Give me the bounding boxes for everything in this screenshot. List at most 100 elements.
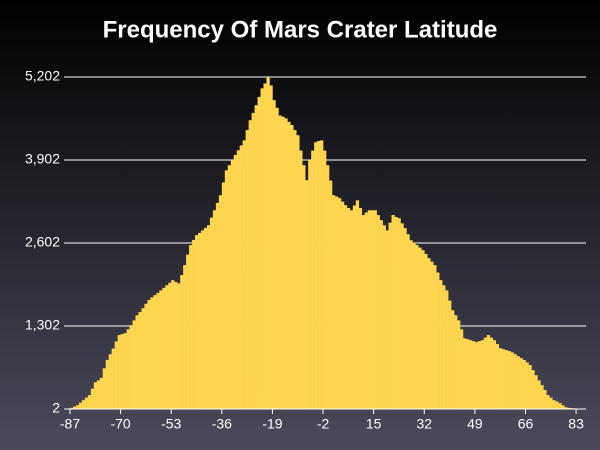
bar bbox=[531, 370, 535, 409]
x-tick-label: 66 bbox=[518, 416, 534, 432]
bar bbox=[501, 349, 505, 409]
bar bbox=[212, 210, 217, 409]
bar bbox=[385, 230, 389, 409]
bar bbox=[388, 222, 392, 409]
bar bbox=[144, 303, 148, 409]
bar bbox=[171, 280, 175, 409]
bar bbox=[468, 340, 473, 409]
bar bbox=[180, 275, 184, 409]
bar bbox=[555, 401, 559, 409]
bar bbox=[424, 253, 428, 409]
bar bbox=[352, 205, 357, 409]
bar bbox=[489, 337, 494, 409]
bar bbox=[421, 250, 425, 409]
bar bbox=[287, 121, 291, 409]
bar bbox=[329, 180, 333, 409]
bar bbox=[445, 290, 449, 409]
bar bbox=[114, 341, 118, 409]
bar bbox=[200, 230, 205, 409]
bar bbox=[308, 160, 312, 409]
bar bbox=[504, 350, 508, 409]
bar bbox=[224, 170, 229, 409]
bar bbox=[105, 359, 110, 409]
bar bbox=[326, 165, 330, 409]
bar bbox=[451, 310, 455, 409]
bar bbox=[189, 245, 193, 409]
bar bbox=[203, 227, 208, 409]
bar bbox=[129, 325, 133, 409]
bar bbox=[376, 215, 380, 409]
bar bbox=[412, 242, 416, 409]
bar bbox=[495, 344, 499, 409]
bar bbox=[233, 155, 238, 409]
bar bbox=[314, 142, 318, 409]
bar bbox=[284, 118, 288, 409]
bar bbox=[174, 282, 178, 409]
bar bbox=[537, 380, 541, 409]
bar bbox=[102, 368, 107, 409]
bar bbox=[546, 395, 550, 409]
bar bbox=[561, 405, 565, 409]
y-tick-label: 3,902 bbox=[25, 151, 60, 167]
bar bbox=[498, 348, 502, 409]
bar bbox=[519, 358, 523, 409]
bar bbox=[474, 342, 479, 409]
x-tick-label: 32 bbox=[416, 416, 432, 432]
bar bbox=[96, 380, 101, 409]
bar bbox=[379, 220, 383, 409]
bar bbox=[99, 377, 104, 409]
bar bbox=[492, 340, 497, 409]
bar bbox=[400, 223, 404, 409]
bar bbox=[257, 96, 261, 410]
bar bbox=[397, 218, 401, 409]
bar bbox=[218, 195, 223, 409]
bar bbox=[159, 290, 163, 409]
x-tick-label: 49 bbox=[467, 416, 483, 432]
bar bbox=[334, 196, 339, 409]
bar bbox=[564, 407, 568, 409]
bar bbox=[543, 389, 547, 409]
bar bbox=[355, 200, 360, 409]
x-tick-label: -2 bbox=[317, 416, 330, 432]
bar bbox=[409, 240, 413, 409]
bar bbox=[483, 337, 488, 409]
y-tick-label: 5,202 bbox=[25, 68, 60, 84]
bar bbox=[516, 356, 520, 409]
bar bbox=[141, 308, 145, 409]
bar bbox=[227, 165, 232, 409]
bar bbox=[540, 385, 544, 409]
y-tick-label: 2 bbox=[52, 400, 60, 416]
bar bbox=[177, 283, 181, 409]
bar bbox=[221, 182, 226, 409]
bar bbox=[427, 258, 431, 409]
bar bbox=[513, 354, 517, 409]
bar bbox=[251, 112, 255, 410]
bar bbox=[459, 329, 464, 409]
bar bbox=[567, 407, 571, 409]
bar bbox=[480, 340, 485, 409]
bar bbox=[305, 180, 309, 409]
bar bbox=[245, 130, 249, 409]
bar bbox=[296, 135, 300, 409]
x-tick-label: -87 bbox=[60, 416, 80, 432]
bar bbox=[552, 400, 556, 409]
bar bbox=[248, 120, 252, 409]
bar bbox=[266, 77, 270, 409]
x-tick-label: -36 bbox=[212, 416, 232, 432]
bar bbox=[534, 375, 538, 409]
bar bbox=[165, 285, 169, 409]
bar bbox=[394, 216, 398, 409]
bar bbox=[87, 395, 92, 409]
bar bbox=[370, 210, 374, 409]
x-tick-label: 83 bbox=[568, 416, 584, 432]
bar bbox=[373, 210, 377, 409]
bar bbox=[510, 352, 514, 409]
bar bbox=[448, 300, 452, 409]
x-tick-label: 15 bbox=[366, 416, 382, 432]
bar bbox=[340, 201, 345, 409]
bar bbox=[454, 315, 458, 409]
bar bbox=[198, 232, 202, 409]
bar bbox=[358, 208, 363, 409]
